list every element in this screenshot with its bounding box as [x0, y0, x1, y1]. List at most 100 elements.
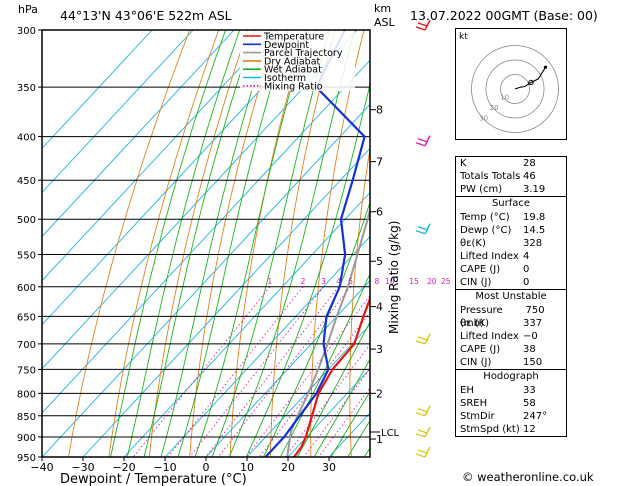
isotherm-lines — [42, 30, 370, 457]
isotherm-line — [205, 279, 370, 457]
isotherm-line — [42, 30, 235, 238]
lcl-label: LCL — [381, 428, 400, 439]
pressure-tick-label: 400 — [17, 133, 36, 144]
dry-adiabat-line — [189, 30, 278, 457]
wind-barb — [424, 333, 431, 345]
index-row: EH 33 — [456, 384, 566, 397]
mixing-ratio-line — [245, 294, 370, 457]
wind-barb — [424, 19, 431, 31]
isotherm-line — [42, 30, 153, 150]
location-title: 44°13'N 43°06'E 522m ASL — [60, 8, 232, 23]
wind-barb — [424, 135, 431, 147]
temperature-tick-label: −30 — [71, 461, 94, 474]
index-row: Dewp (°C) 14.5 — [456, 224, 566, 237]
index-value: 4 — [523, 251, 530, 262]
parcel-trajectory-line — [286, 205, 370, 457]
index-label: Temp (°C) — [460, 212, 510, 223]
index-label: StmDir — [460, 411, 495, 422]
mixing-ratio-tick-label: 5 — [348, 277, 353, 286]
index-row: θε (K) 337 — [456, 317, 566, 330]
mixing-ratio-axis-label: Mixing Ratio (g/kg) — [387, 221, 401, 334]
indices-top-section: K 28 Totals Totals 46 PW (cm) 3.19 — [456, 157, 566, 196]
km-tick-label: 1 — [376, 433, 383, 446]
pressure-tick-label: 850 — [17, 412, 36, 423]
most-unstable-title: Most Unstable — [475, 291, 547, 302]
pressure-tick-label: 700 — [17, 340, 36, 351]
index-value: 14.5 — [523, 225, 546, 236]
km-tick-label: 8 — [376, 104, 383, 117]
wind-barb-feather — [415, 142, 426, 147]
km-tick-label: 7 — [376, 156, 383, 169]
x-axis-label: Dewpoint / Temperature (°C) — [60, 472, 247, 486]
isobar-lines — [42, 30, 370, 457]
index-value: 38 — [523, 344, 536, 355]
wind-barb-feather — [415, 340, 426, 345]
mixing-ratio-tick-label: 2 — [301, 277, 306, 286]
index-label: Totals Totals — [460, 171, 521, 182]
temperature-tick-label: 20 — [281, 461, 295, 474]
isotherm-line — [42, 103, 370, 457]
dry-adiabat-line — [310, 30, 365, 457]
wind-barb-feather — [415, 453, 426, 458]
pressure-tick-label: 500 — [17, 215, 36, 226]
index-value: 750 — [525, 305, 545, 316]
index-row: Pressure (mb) 750 — [456, 304, 566, 329]
index-value: 46 — [523, 171, 536, 182]
index-row: PW (cm) 3.19 — [456, 183, 566, 196]
wind-barb-feather — [417, 138, 428, 143]
index-value: −0 — [523, 331, 538, 342]
pressure-tick-label: 650 — [17, 312, 36, 323]
credit-text: © weatheronline.co.uk — [462, 470, 594, 484]
index-value: 12 — [523, 424, 536, 435]
index-value: 58 — [523, 398, 536, 409]
mixing-ratio-tick-label: 3 — [321, 277, 326, 286]
mixing-ratio-tick-label: 20 — [427, 277, 437, 286]
index-label: Pressure (mb) — [460, 305, 503, 329]
isotherm-line — [42, 30, 194, 194]
mixing-ratio-tick-label: 8 — [375, 277, 380, 286]
isotherm-line — [123, 191, 370, 457]
index-label: Lifted Index — [460, 251, 519, 262]
km-tick-label: 5 — [376, 255, 383, 268]
wind-barbs — [415, 19, 431, 458]
mixing-ratio-line — [167, 286, 304, 457]
dry-adiabat-line — [424, 30, 451, 457]
index-label: CAPE (J) — [460, 344, 501, 355]
mixing-ratio-line — [189, 286, 324, 457]
isotherm-line — [42, 30, 358, 370]
temperature-line — [293, 295, 370, 457]
mixing-ratio-line — [303, 367, 370, 457]
index-value: 33 — [523, 385, 536, 396]
temperature-tick-label: 10 — [240, 461, 254, 474]
dewpoint-line — [264, 30, 366, 457]
hodograph-section: Hodograph EH 33 SREH 58 StmDir 247° StmSpd … — [456, 369, 566, 436]
index-label: Lifted Index — [460, 331, 519, 342]
index-label: SREH — [460, 398, 488, 409]
legend-entry: Dry Adiabat — [264, 56, 321, 67]
dry-adiabat-line — [68, 30, 191, 457]
wind-barb-feather — [417, 22, 428, 27]
hodograph-ring — [485, 59, 545, 119]
index-value: 0 — [523, 264, 530, 275]
index-row: Temp (°C) 19.8 — [456, 211, 566, 224]
dry-adiabat-line — [349, 145, 370, 457]
hodograph-ring-label: 30 — [479, 114, 488, 122]
index-row: CIN (J) 150 — [456, 356, 566, 369]
index-label: θε(K) — [460, 238, 486, 249]
mixing-ratio-line — [217, 286, 352, 457]
indices-table: K 28 Totals Totals 46 PW (cm) 3.19 Surface … — [455, 156, 567, 437]
isotherm-line — [42, 59, 370, 414]
wet-adiabat-line — [110, 30, 227, 457]
index-label: EH — [460, 385, 474, 396]
hodograph-ring-label: 20 — [490, 104, 499, 112]
wind-barb-feather — [415, 412, 426, 417]
km-tick-label: 4 — [376, 301, 383, 314]
index-row: SREH 58 — [456, 397, 566, 410]
pressure-tick-label: 900 — [17, 433, 36, 444]
mixing-ratio-tick-label: 4 — [336, 277, 341, 286]
hpa-label: hPa — [18, 3, 38, 16]
hodograph-ring-label: 10 — [500, 93, 509, 101]
index-label: θε (K) — [460, 318, 490, 329]
index-label: K — [460, 158, 467, 169]
